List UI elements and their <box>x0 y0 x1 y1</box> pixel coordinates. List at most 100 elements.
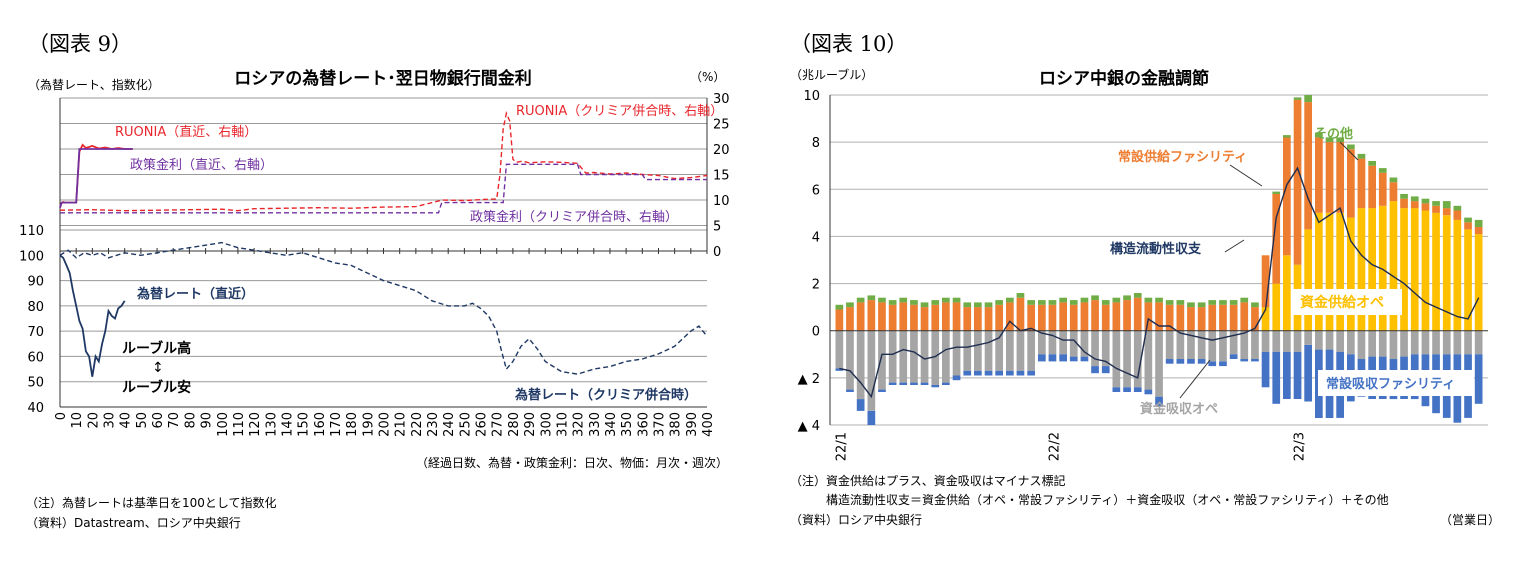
bar-segment-s4 <box>1165 330 1174 359</box>
bar-segment-s3 <box>1016 293 1025 298</box>
bar-segment-s5 <box>1059 354 1067 362</box>
bar-segment-s3 <box>952 297 961 303</box>
figure-10: （図表 10） （兆ルーブル） ロシア中銀の金融調節 ▲ 4 ▲ 2 0 2 4 6 8 10… <box>790 32 1500 527</box>
bar-segment-s4 <box>1048 330 1057 355</box>
x-tick-label: 40 <box>119 412 134 429</box>
bar-segment-s3 <box>1474 219 1483 227</box>
right-tick-label: 25 <box>713 118 730 133</box>
bar-segment-s3 <box>1038 300 1046 305</box>
bar-segment-s5 <box>1304 344 1312 402</box>
figure-9-left-ticks: 40 50 60 70 80 90 100 110 <box>19 224 44 416</box>
bar-segment-s4 <box>1240 330 1249 359</box>
bar-segment-s5 <box>1293 351 1302 399</box>
bar-segment-s2 <box>856 302 865 331</box>
bar-segment-s1 <box>1272 283 1281 331</box>
bar-segment-s4 <box>1293 330 1302 352</box>
right-tick-label: 10 <box>713 194 730 209</box>
x-tick-label: 80 <box>183 412 198 429</box>
leader-structural <box>1224 239 1245 253</box>
bar-segment-s5 <box>1069 356 1078 362</box>
right-tick-label: 20 <box>713 143 730 158</box>
bar-segment-s3 <box>1229 300 1238 305</box>
figure-10-line <box>839 166 1480 399</box>
bar-segment-s4 <box>1336 330 1344 352</box>
bar-segment-s3 <box>1123 295 1131 301</box>
bar-segment-s4 <box>1229 330 1238 355</box>
bar-segment-s5 <box>984 370 993 376</box>
bar-segment-s5 <box>878 389 886 392</box>
bar-segment-s5 <box>995 370 1003 376</box>
bar-segment-s3 <box>1368 161 1376 166</box>
bar-segment-s3 <box>1347 144 1355 150</box>
bar-segment-s2 <box>1155 302 1163 331</box>
bar-segment-s4 <box>835 330 844 369</box>
x-tick-label: 50 <box>135 412 150 429</box>
bar-segment-s3 <box>1165 300 1174 305</box>
bar-segment-s1 <box>1304 229 1312 331</box>
annotation-policy-crimea: 政策金利（クリミア併合時、右軸） <box>470 209 678 225</box>
left-tick-label: 50 <box>27 376 44 391</box>
bar-segment-s4 <box>1357 330 1366 359</box>
bar-segment-s2 <box>1336 142 1344 213</box>
bar-segment-s4 <box>1176 330 1185 359</box>
bar-segment-s2 <box>1325 142 1334 213</box>
bar-segment-s4 <box>1421 330 1430 355</box>
bar-segment-s2 <box>1165 304 1174 331</box>
right-tick-label: 30 <box>713 92 730 107</box>
bar-segment-s2 <box>1240 302 1249 331</box>
bar-segment-s4 <box>899 330 908 383</box>
series-line-2 <box>59 148 133 208</box>
bar-segment-s2 <box>1176 304 1185 331</box>
bar-segment-s5 <box>1101 366 1110 374</box>
x-tick-label: 200 <box>378 412 393 437</box>
bar-segment-s2 <box>1357 158 1366 209</box>
bar-segment-s4 <box>1410 330 1419 355</box>
bar-segment-s5 <box>952 375 961 381</box>
annotation-policy-recent: 政策金利（直近、右軸） <box>130 157 273 173</box>
bar-segment-s1 <box>1474 234 1483 331</box>
bar-segment-s3 <box>1464 217 1472 223</box>
bar-segment-s3 <box>920 302 929 308</box>
bar-segment-s2 <box>1304 102 1312 230</box>
series-line-5 <box>59 254 126 377</box>
right-tick-label: 0 <box>713 245 721 260</box>
bar-segment-s5 <box>1474 354 1483 404</box>
annotation-standing-absorb: 常設吸収ファシリティ <box>1326 376 1455 392</box>
annotation-other: その他 <box>1314 126 1353 142</box>
bar-segment-s3 <box>995 300 1003 305</box>
x-tick-label: 170 <box>329 412 344 437</box>
figure-9-right-ticks: 0 5 10 15 20 25 30 <box>713 92 730 260</box>
bar-segment-s3 <box>1006 297 1014 303</box>
bar-segment-s4 <box>1197 330 1206 359</box>
bar-segment-s4 <box>1123 330 1131 388</box>
bar-segment-s2 <box>1038 304 1046 331</box>
bar-segment-s5 <box>1176 359 1185 364</box>
x-tick-label: 100 <box>216 412 231 437</box>
bar-segment-s4 <box>1027 330 1035 371</box>
supply-ops-label-bg <box>1292 289 1402 315</box>
x-tick-label: 240 <box>442 412 457 437</box>
left-tick-label: 110 <box>19 224 44 239</box>
annotation-ruonia-crimea: RUONIA（クリミア併合時、右軸） <box>516 104 723 119</box>
bar-segment-s3 <box>1133 293 1142 298</box>
bar-segment-s5 <box>1229 354 1238 359</box>
annotation-ruonia-recent: RUONIA（直近、右軸） <box>115 125 257 140</box>
bar-segment-s3 <box>1059 297 1067 303</box>
bar-segment-s5 <box>1038 354 1046 362</box>
x-tick-label: 390 <box>685 412 700 437</box>
figure-9-right-unit: （%） <box>690 70 725 84</box>
figure-10-label: （図表 10） <box>790 32 907 56</box>
bar-segment-s4 <box>995 330 1003 371</box>
bar-segment-s1 <box>1283 255 1291 331</box>
bar-segment-s5 <box>899 382 908 385</box>
bar-segment-s4 <box>1144 330 1153 390</box>
bar-segment-s4 <box>1464 330 1472 355</box>
bar-segment-s2 <box>1006 302 1014 331</box>
bar-segment-s2 <box>1112 302 1121 331</box>
bar-segment-s3 <box>1272 191 1281 194</box>
bar-segment-s3 <box>1432 201 1440 206</box>
bar-segment-s1 <box>1400 208 1408 331</box>
x-tick-label: 60 <box>151 412 166 429</box>
bar-segment-s4 <box>963 330 972 371</box>
bar-segment-s5 <box>1048 354 1057 362</box>
